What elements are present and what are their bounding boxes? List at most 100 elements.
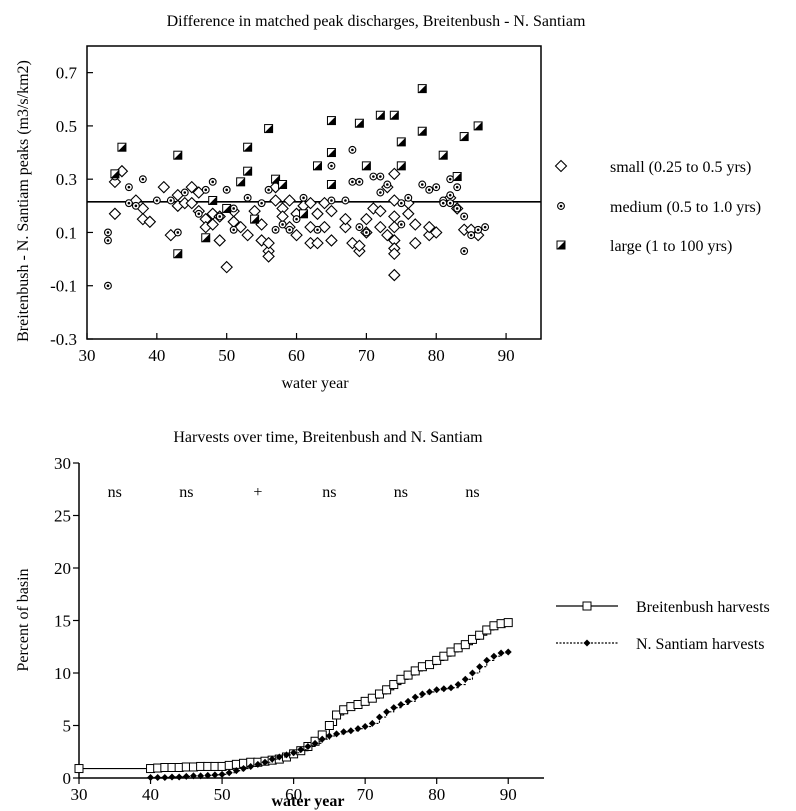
data-point <box>147 773 155 781</box>
data-point <box>404 193 413 202</box>
data-point <box>261 758 269 766</box>
data-point <box>185 180 199 194</box>
x-tick-label: 60 <box>288 346 305 365</box>
data-point <box>402 207 415 221</box>
marker-fill <box>201 233 210 242</box>
marker-fill <box>376 111 385 120</box>
marker-dot <box>483 225 487 229</box>
data-point <box>326 180 336 190</box>
data-point <box>204 771 212 779</box>
data-point <box>376 188 385 197</box>
data-point <box>311 207 324 221</box>
marker-fill <box>236 177 245 186</box>
data-point <box>194 209 203 218</box>
marker-fill <box>362 161 371 170</box>
data-point <box>154 773 162 781</box>
data-point <box>152 196 161 205</box>
y-tick-label: 25 <box>54 507 71 526</box>
marker-dot <box>225 188 228 192</box>
x-axis-label: water year <box>272 793 345 810</box>
data-point <box>143 215 157 229</box>
data-point <box>347 727 355 735</box>
marker-fill <box>327 116 336 125</box>
data-point <box>222 203 232 213</box>
marker-dot <box>169 199 173 202</box>
data-point <box>206 218 220 231</box>
data-point <box>241 228 254 242</box>
legend-marker <box>554 159 568 173</box>
data-point <box>417 126 427 136</box>
marker-fill <box>557 241 565 249</box>
data-point <box>429 226 443 239</box>
data-point <box>354 118 364 128</box>
data-point <box>312 161 322 171</box>
data-point <box>229 204 238 213</box>
data-point <box>383 180 392 189</box>
data-point <box>446 199 455 208</box>
data-point <box>483 656 491 664</box>
data-point <box>454 681 462 689</box>
data-point <box>382 685 392 695</box>
data-point <box>201 233 211 243</box>
marker-dot <box>455 207 459 210</box>
legend-marker <box>582 601 592 611</box>
data-point <box>404 697 412 705</box>
marker-fill <box>474 121 483 130</box>
data-point <box>173 228 182 237</box>
data-point <box>282 751 290 759</box>
marker-dot <box>358 180 361 184</box>
data-point <box>290 228 303 242</box>
series-lines <box>74 618 513 781</box>
marker-fill <box>418 84 427 93</box>
marker-dot <box>386 183 389 186</box>
data-point <box>446 191 455 200</box>
data-point <box>74 764 84 774</box>
legend-label: Breitenbush harvests <box>636 599 770 616</box>
data-point <box>376 172 385 181</box>
data-point <box>425 185 434 194</box>
y-axis-ticks: -0.3 -0.1 0.1 0.3 0.5 0.7 <box>50 64 93 349</box>
marker-fill <box>313 161 322 170</box>
data-point <box>182 772 190 780</box>
legend-marker <box>557 202 565 210</box>
legend-label: small (0.25 to 0.5 yrs) <box>610 159 751 176</box>
data-point <box>318 735 326 743</box>
data-point <box>388 247 401 261</box>
y-tick-label: 0.5 <box>56 117 77 136</box>
data-point <box>318 220 331 234</box>
data-point <box>232 767 240 775</box>
data-point <box>326 148 336 158</box>
data-point <box>447 684 455 692</box>
y-tick-label: 0.3 <box>56 170 77 189</box>
data-point <box>168 773 176 781</box>
marker-dot <box>176 231 180 234</box>
marker-dot <box>281 223 284 226</box>
significance-annotations: ns ns + ns ns ns <box>108 484 480 501</box>
marker-fill <box>264 124 273 133</box>
marker-fill <box>390 111 399 120</box>
chart-title: Harvests over time, Breitenbush and N. S… <box>173 429 483 446</box>
marker-fill <box>243 167 252 176</box>
data-point <box>503 618 513 628</box>
marker-dot <box>211 180 215 184</box>
data-point <box>325 732 333 740</box>
data-point <box>201 185 210 194</box>
data-point <box>247 762 255 770</box>
data-points <box>104 84 490 290</box>
data-point <box>388 268 401 282</box>
data-point <box>104 281 112 290</box>
peak-discharge-chart: Difference in matched peak discharges, B… <box>15 13 761 392</box>
marker-dot <box>358 225 361 229</box>
marker-dot <box>330 199 333 202</box>
marker-dot <box>469 233 473 237</box>
series-1 <box>147 648 512 781</box>
marker-fill <box>278 180 287 189</box>
data-point <box>110 169 120 179</box>
data-point <box>197 772 205 780</box>
data-point <box>332 710 342 720</box>
data-point <box>325 204 338 218</box>
marker-dot <box>448 177 452 181</box>
data-point <box>497 649 505 657</box>
x-tick-label: 40 <box>142 785 159 804</box>
